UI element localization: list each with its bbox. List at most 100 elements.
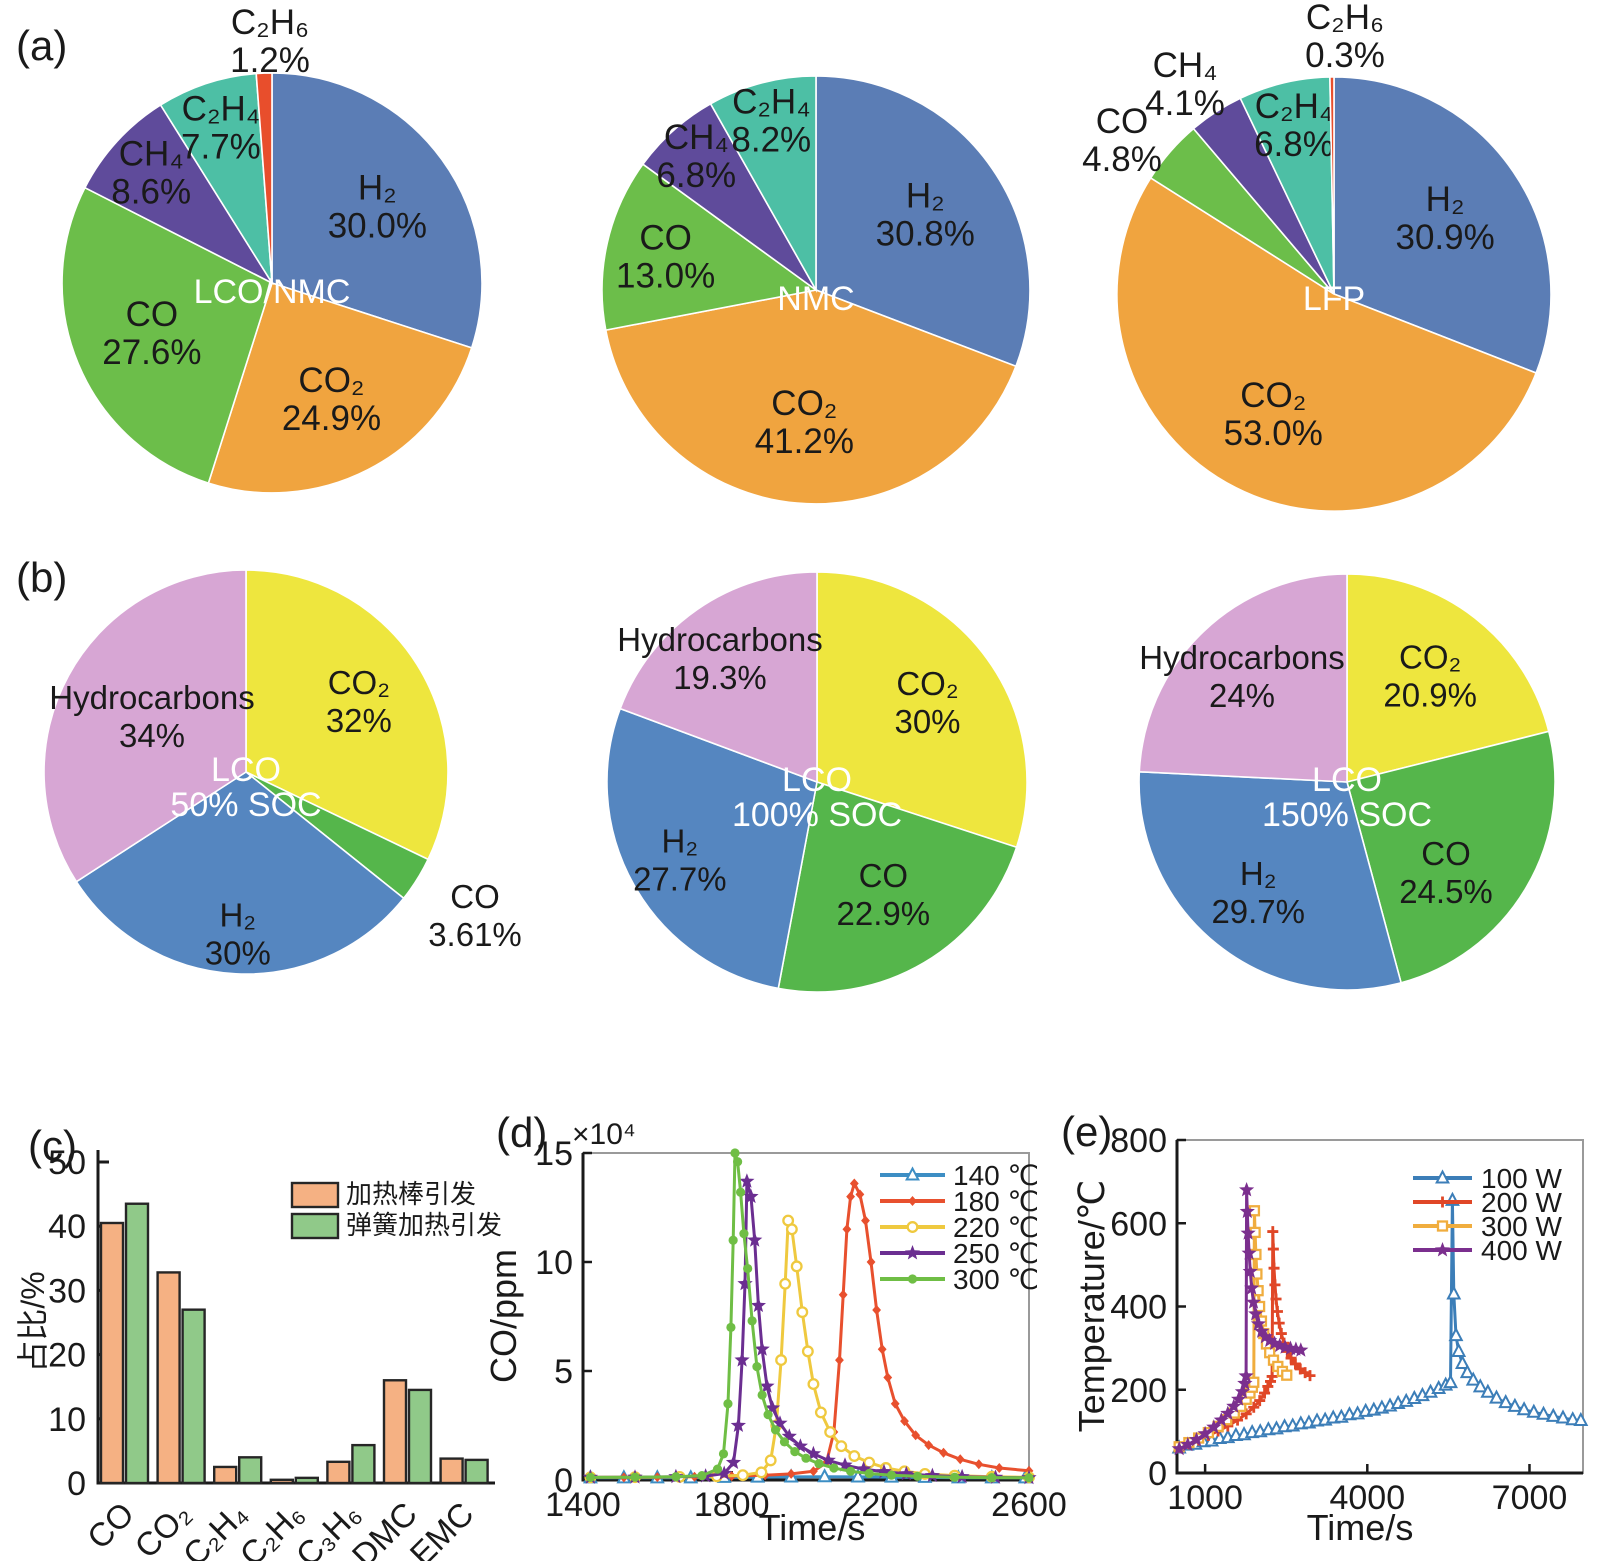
marker-star [820,1452,836,1467]
pie-center-label: LCO/NMC [194,273,351,311]
marker-star [1238,1368,1254,1383]
x-axis-title: Time/s [759,1507,866,1548]
marker-circle [763,1410,773,1420]
marker-star [1254,1323,1270,1338]
slice-label: H₂ [1426,180,1465,219]
marker-diamond [900,1416,909,1427]
marker-circle [728,1235,738,1245]
marker-star [759,1378,775,1393]
marker-diamond [955,1454,965,1465]
slice-pct: 1.2% [230,41,310,80]
pie-center-label: LCO [211,751,281,789]
marker-triangle [1498,1394,1514,1409]
marker-square [1281,1369,1293,1381]
marker-circle-open [807,1378,820,1391]
marker-circle-open [906,1221,919,1233]
marker-diamond [846,1191,855,1202]
marker-star [1434,1242,1451,1257]
marker-diamond [924,1440,934,1451]
pie-slice [75,771,405,975]
slice-pct: 24% [1209,677,1275,714]
marker-circle-open [764,1454,777,1467]
marker-plus [1275,1328,1287,1340]
marker-diamond [974,1459,984,1470]
marker-plus [1254,1395,1266,1407]
x-tick-label: 1000 [1167,1479,1243,1517]
y-tick-label: 15 [535,1135,573,1173]
series-400W [1171,1182,1309,1456]
marker-plus [1267,1243,1279,1255]
marker-circle [585,1472,596,1482]
marker-circle-open [824,1426,837,1438]
slice-pct: 30.0% [328,206,427,245]
slice-label: C₂H₆ [1306,0,1384,37]
slice-label: CO [450,878,500,915]
y-tick-label: 5 [554,1353,573,1391]
y-tick-label: 40 [48,1208,86,1246]
pie-slice [207,281,473,494]
slice-label: C₂H₆ [231,3,309,42]
slice-pct: 3.61% [428,916,522,953]
marker-circle [1024,1473,1034,1483]
bar-加热棒引发-C₂H₄ [212,1465,238,1485]
marker-diamond [872,1304,882,1315]
y-tick-label: 10 [48,1401,86,1439]
marker-triangle [1459,1364,1475,1379]
pie-slice [1346,573,1550,784]
marker-circle [739,1229,749,1239]
marker-triangle [1443,1374,1459,1389]
legend-swatch [290,1212,340,1240]
marker-circle [779,1437,790,1447]
pie-slice [271,72,483,349]
pie-center-label: LFP [1303,280,1365,318]
marker-star [716,1465,732,1480]
marker-circle [697,1471,707,1481]
slice-label: CO [1421,835,1471,872]
slice-label: C₂H₄ [182,89,260,128]
slice-pct: 7.7% [181,127,261,166]
bar-弹簧加热引发-C₂H₆ [294,1476,319,1485]
marker-star [1188,1431,1205,1447]
legend-item-400W: 400 W [1413,1235,1562,1266]
marker-triangle [1454,1354,1470,1370]
marker-triangle [1472,1378,1488,1393]
legend-label: 弹簧加热引发 [346,1210,502,1240]
bar-弹簧加热引发-C₂H₄ [237,1456,263,1485]
marker-diamond [883,1372,893,1383]
bar-c: 01020304050占比/%COCO₂C₂H₄C₂H₆C₃H₆DMCEMC加热… [15,1144,502,1561]
marker-star [750,1297,766,1313]
marker-circle-open [835,1440,848,1453]
slice-label: H₂ [219,896,256,933]
slice-label: H₂ [906,177,945,216]
marker-diamond [849,1178,859,1189]
marker-star [1242,1263,1258,1278]
marker-star [1245,1294,1262,1309]
marker-diamond [890,1398,900,1409]
marker-plus [1266,1370,1278,1382]
y-tick-label: 0 [67,1465,86,1503]
marker-star [781,1428,797,1443]
marker-circle-open [755,1466,768,1479]
marker-circle [757,1390,767,1400]
marker-star [1213,1412,1229,1427]
y-axis-title: CO/ppm [483,1249,524,1383]
marker-star [1248,1306,1264,1321]
line-d: 1400 1800 2200 2600 0 5 10 15×10⁴ CO/ppm Time/s 14… [483,1118,1067,1548]
slice-label: CH₄ [119,134,184,173]
slice-label: CO [639,218,692,257]
marker-star [1262,1332,1278,1348]
slice-pct: 8.6% [111,172,191,211]
marker-diamond [994,1463,1004,1474]
legend-label: 220 ℃ [953,1212,1039,1243]
slice-pct: 8.2% [731,120,811,159]
legend-item-300W: 300 W [1413,1211,1562,1242]
pie-center-label: NMC [777,280,854,318]
marker-plus [1270,1293,1282,1305]
legend-item-220℃: 220 ℃ [880,1212,1039,1243]
marker-plus [1268,1262,1280,1274]
y-tick-label: 50 [48,1144,86,1182]
marker-star [1206,1419,1222,1434]
series-300℃ [585,1148,1034,1483]
marker-star [1180,1436,1196,1452]
